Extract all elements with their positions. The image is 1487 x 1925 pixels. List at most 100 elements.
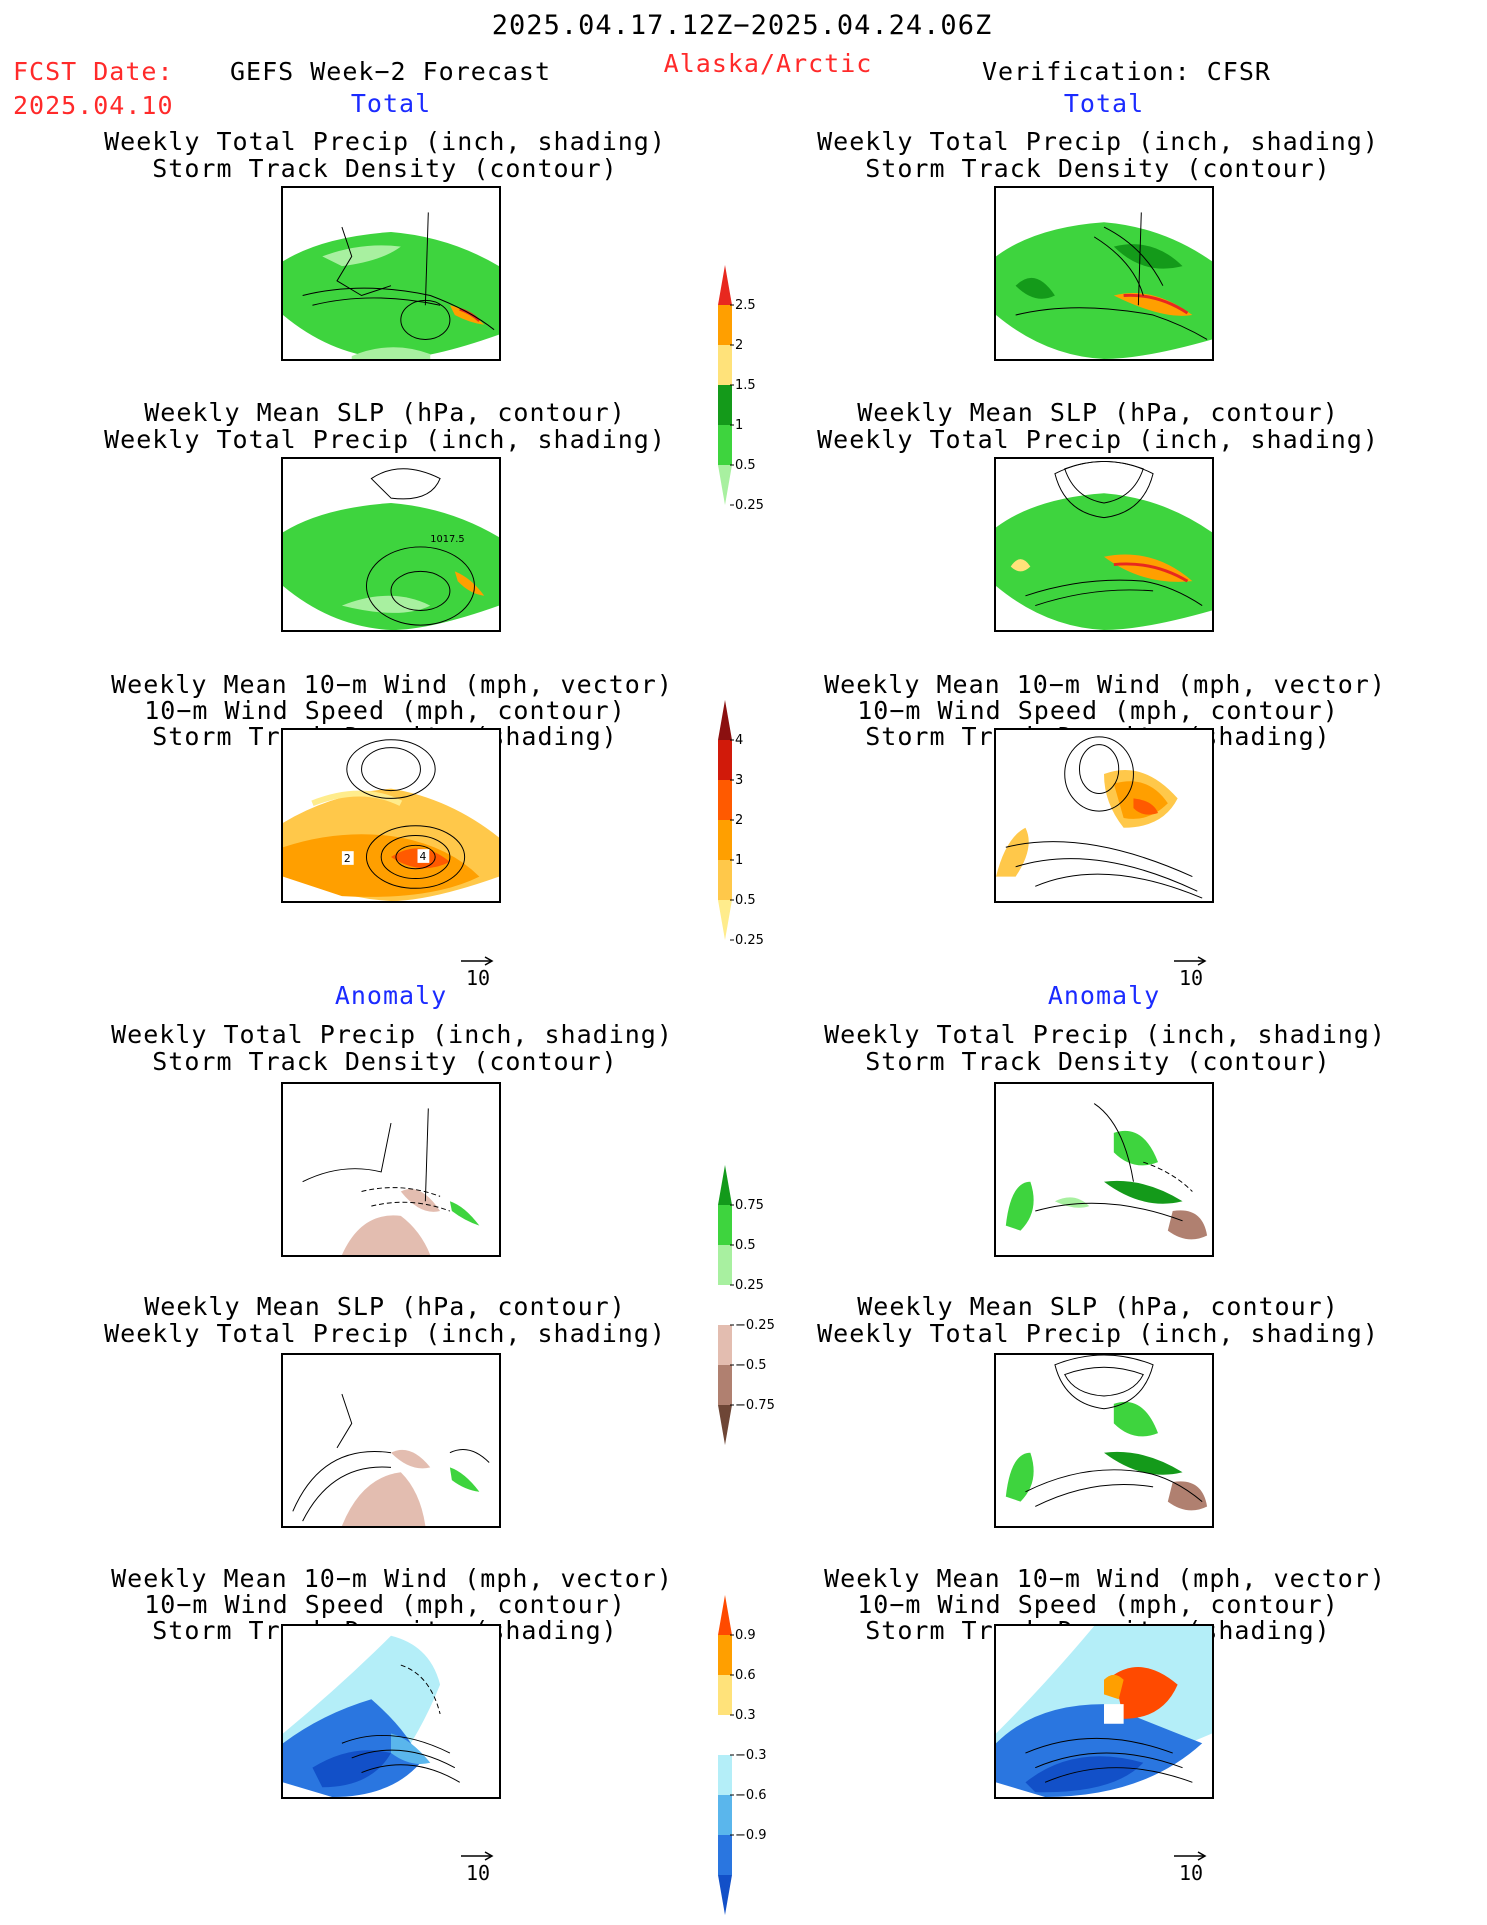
colorbar-label: −0.6 <box>735 1788 767 1803</box>
panel-title: Weekly Total Precip (inch, shading) <box>817 127 1379 156</box>
panel-title: Storm Track Density (contour) <box>152 154 618 183</box>
map-slp-precip-verification <box>994 457 1214 632</box>
colorbar-segment <box>718 305 732 345</box>
colorbar-label: 1 <box>735 418 743 433</box>
map-wind-track-verification <box>994 728 1214 903</box>
panel-title: Weekly Total Precip (inch, shading) <box>817 425 1379 454</box>
colorbar-segment <box>718 1715 732 1755</box>
colorbar-segment <box>718 1755 732 1795</box>
panel-title: Storm Track Density (contour) <box>865 154 1331 183</box>
panel-title: 10−m Wind Speed (mph, contour) <box>144 1590 626 1619</box>
section-anomaly-left: Anomaly <box>334 981 448 1010</box>
panel-title: Weekly Total Precip (inch, shading) <box>817 1319 1379 1348</box>
colorbar-segment <box>718 265 732 305</box>
colorbar-segment <box>718 1875 732 1915</box>
reference-vector-label: 10 <box>1179 1861 1204 1885</box>
colorbar-precip-total: 2.5 2 1.5 1 0.5 0.25 <box>718 265 798 555</box>
reference-vector-arrow <box>461 956 494 966</box>
panel-title: Weekly Total Precip (inch, shading) <box>111 1020 673 1049</box>
colorbar-segment <box>718 780 732 820</box>
colorbar-label: 0.25 <box>735 498 764 513</box>
colorbar-storm-track-total: 4 3 2 1 0.5 0.25 <box>718 700 798 990</box>
map-wind-anomaly-forecast <box>281 1624 501 1799</box>
colorbar-segment <box>718 1205 732 1245</box>
map-slp-anomaly-forecast <box>281 1353 501 1528</box>
colorbar-label: 2 <box>735 338 743 353</box>
map-precip-track-verification <box>994 186 1214 361</box>
colorbar-segment <box>718 1405 732 1445</box>
wind-box-label: 4 <box>419 850 426 863</box>
forecast-title: GEFS Week−2 Forecast <box>230 57 552 86</box>
colorbar-segment <box>718 1635 732 1675</box>
colorbar-label: 0.9 <box>735 1628 756 1643</box>
colorbar-label: 0.6 <box>735 1668 756 1683</box>
colorbar-segment <box>718 1595 732 1635</box>
colorbar-segment <box>718 700 732 740</box>
colorbar-label: 0.25 <box>735 933 764 948</box>
colorbar-label: 2 <box>735 813 743 828</box>
region-title: Alaska/Arctic <box>663 49 873 78</box>
panel-title: 10−m Wind Speed (mph, contour) <box>857 696 1339 725</box>
colorbar-segment <box>718 345 732 385</box>
panel-title: Weekly Mean SLP (hPa, contour) <box>144 1292 626 1321</box>
reference-vector-arrow <box>1174 956 1207 966</box>
panel-title: 10−m Wind Speed (mph, contour) <box>144 696 626 725</box>
colorbar-segment <box>718 425 732 465</box>
panel-title: Storm Track Density (contour) <box>865 1047 1331 1076</box>
colorbar-segment <box>718 860 732 900</box>
colorbar-segment <box>718 1365 732 1405</box>
section-anomaly-right: Anomaly <box>1047 981 1161 1010</box>
period-title: 2025.04.17.12Z−2025.04.24.06Z <box>491 10 993 41</box>
reference-vector-arrow <box>461 1851 494 1861</box>
colorbar-label: −0.3 <box>735 1748 767 1763</box>
reference-vector-arrow <box>1174 1851 1207 1861</box>
map-slp-precip-forecast: 1017.5 <box>281 457 501 632</box>
panel-title: Weekly Mean 10−m Wind (mph, vector) <box>824 1564 1386 1593</box>
colorbar-label: 3 <box>735 773 743 788</box>
panel-title: Weekly Mean SLP (hPa, contour) <box>857 1292 1339 1321</box>
reference-vector-label: 10 <box>466 966 491 990</box>
panel-title: Storm Track Density (contour) <box>152 1047 618 1076</box>
wind-box-label: 2 <box>344 852 351 865</box>
colorbar-segment <box>718 465 732 505</box>
map-precip-anomaly-verification <box>994 1082 1214 1257</box>
contour-label: 1017.5 <box>430 534 464 545</box>
map-wind-anomaly-verification <box>994 1624 1214 1799</box>
colorbar-label: 0.75 <box>735 1198 764 1213</box>
colorbar-segment <box>718 1245 732 1285</box>
map-slp-anomaly-verification <box>994 1353 1214 1528</box>
panel-title: Weekly Total Precip (inch, shading) <box>104 1319 666 1348</box>
colorbar-label: 2.5 <box>735 298 756 313</box>
panel-title: Weekly Mean 10−m Wind (mph, vector) <box>824 670 1386 699</box>
verification-title: Verification: CFSR <box>982 57 1271 86</box>
colorbar-label: 0.5 <box>735 893 756 908</box>
colorbar-label: 1 <box>735 853 743 868</box>
colorbar-label: 4 <box>735 733 743 748</box>
colorbar-segment <box>718 1675 732 1715</box>
reference-vector-label: 10 <box>1179 966 1204 990</box>
fcst-date-value: 2025.04.10 <box>13 91 174 120</box>
colorbar-segment <box>718 1835 732 1875</box>
section-total-left: Total <box>350 89 432 118</box>
colorbar-segment <box>718 740 732 780</box>
colorbar-label: 0.5 <box>735 1238 756 1253</box>
colorbar-storm-track-anomaly: 0.9 0.6 0.3 −0.3 −0.6 −0.9 <box>718 1595 798 1915</box>
colorbar-label: −0.9 <box>735 1828 767 1843</box>
colorbar-segment <box>718 1165 732 1205</box>
map-precip-anomaly-forecast <box>281 1082 501 1257</box>
colorbar-segment <box>718 1285 732 1325</box>
fcst-date-label: FCST Date: <box>13 57 174 86</box>
reference-vector-label: 10 <box>466 1861 491 1885</box>
panel-title: Weekly Mean SLP (hPa, contour) <box>144 398 626 427</box>
colorbar-segment <box>718 820 732 860</box>
section-total-right: Total <box>1063 89 1145 118</box>
panel-title: Weekly Total Precip (inch, shading) <box>104 127 666 156</box>
panel-title: 10−m Wind Speed (mph, contour) <box>857 1590 1339 1619</box>
map-precip-track-forecast <box>281 186 501 361</box>
colorbar-precip-anomaly: 0.75 0.5 0.25 −0.25 −0.5 −0.75 <box>718 1165 798 1455</box>
map-wind-track-forecast: 2 4 <box>281 728 501 903</box>
colorbar-label: −0.25 <box>735 1318 775 1333</box>
colorbar-label: −0.5 <box>735 1358 767 1373</box>
panel-title: Weekly Mean SLP (hPa, contour) <box>857 398 1339 427</box>
colorbar-segment <box>718 900 732 940</box>
